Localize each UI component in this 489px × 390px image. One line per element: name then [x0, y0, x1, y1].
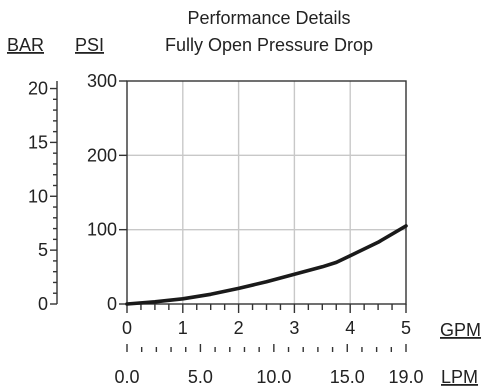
- lpm-axis-label: LPM: [441, 367, 478, 387]
- chart-title: Performance Details: [187, 8, 350, 28]
- psi-tick-label: 300: [87, 71, 117, 91]
- bar-tick-label: 5: [38, 240, 48, 260]
- gpm-tick-label: 2: [234, 318, 244, 338]
- psi-tick-label: 100: [87, 220, 117, 240]
- gpm-tick-label: 1: [178, 318, 188, 338]
- lpm-tick-label: 10.0: [256, 367, 291, 387]
- plot-frame: [126, 80, 407, 305]
- lpm-tick-label: 0.0: [114, 367, 139, 387]
- lpm-tick-label: 19.0: [388, 367, 423, 387]
- gpm-tick-label: 5: [401, 318, 411, 338]
- gpm-axis-label: GPM: [440, 320, 481, 340]
- bar-tick-label: 10: [28, 186, 48, 206]
- gpm-tick-label: 3: [289, 318, 299, 338]
- bar-tick-label: 15: [28, 132, 48, 152]
- pressure-drop-curve: [125, 224, 408, 306]
- bar-axis-label: BAR: [7, 35, 44, 55]
- gpm-tick-label: 4: [345, 318, 355, 338]
- lpm-tick-label: 15.0: [330, 367, 365, 387]
- psi-tick-label: 200: [87, 145, 117, 165]
- bar-tick-label: 0: [38, 294, 48, 314]
- psi-axis-label: PSI: [75, 35, 104, 55]
- lpm-tick-label: 5.0: [188, 367, 213, 387]
- chart-subtitle: Fully Open Pressure Drop: [165, 35, 373, 55]
- gpm-tick-label: 0: [122, 318, 132, 338]
- psi-tick-label: 0: [107, 294, 117, 314]
- bar-tick-label: 20: [28, 79, 48, 99]
